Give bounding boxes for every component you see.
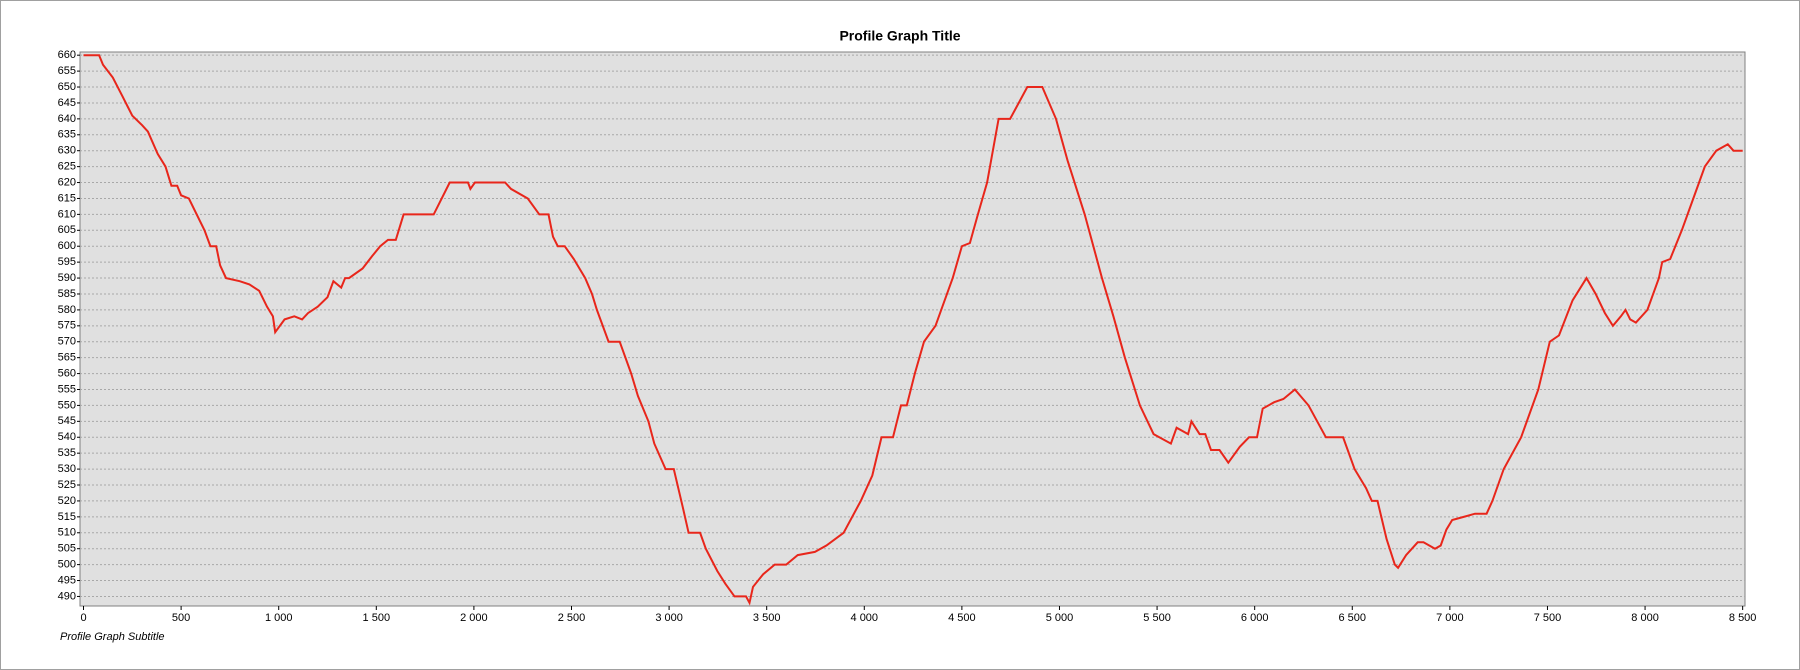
x-tick-label: 500 [172,612,190,624]
y-tick-label: 660 [58,49,76,61]
y-tick-label: 580 [58,304,76,316]
y-tick-label: 610 [58,208,76,220]
x-tick-label: 4 500 [948,612,976,624]
y-tick-label: 625 [58,161,76,173]
y-tick-label: 640 [58,113,76,125]
x-tick-label: 1 500 [363,612,391,624]
y-tick-label: 490 [58,590,76,602]
y-tick-label: 505 [58,543,76,555]
x-tick-label: 5 500 [1143,612,1171,624]
y-tick-label: 585 [58,288,76,300]
x-tick-label: 2 500 [558,612,586,624]
y-tick-label: 565 [58,352,76,364]
x-tick-label: 3 000 [655,612,683,624]
y-tick-label: 560 [58,367,76,379]
profile-line [83,54,1743,606]
x-tick-label: 0 [80,612,86,624]
x-tick-label: 5 000 [1046,612,1074,624]
y-tick-label: 520 [58,495,76,507]
y-tick-label: 540 [58,431,76,443]
x-tick-label: 6 000 [1241,612,1269,624]
y-tick-label: 605 [58,224,76,236]
y-tick-label: 600 [58,240,76,252]
y-tick-label: 555 [58,383,76,395]
x-tick-label: 2 000 [460,612,488,624]
y-tick-label: 620 [58,176,76,188]
x-tick-label: 1 000 [265,612,293,624]
y-tick-label: 645 [58,97,76,109]
y-tick-label: 530 [58,463,76,475]
y-tick-label: 495 [58,574,76,586]
x-tick-label: 8 500 [1729,612,1757,624]
y-tick-label: 515 [58,511,76,523]
y-tick-label: 630 [58,145,76,157]
y-tick-label: 590 [58,272,76,284]
y-tick-label: 655 [58,65,76,77]
plot-area [79,51,1746,607]
x-tick-label: 7 000 [1436,612,1464,624]
y-tick-label: 615 [58,192,76,204]
chart-title: Profile Graph Title [839,28,960,44]
x-tick-label: 8 000 [1631,612,1659,624]
chart-subtitle: Profile Graph Subtitle [60,631,165,643]
y-tick-label: 550 [58,399,76,411]
x-tick-label: 4 000 [851,612,879,624]
y-tick-label: 570 [58,336,76,348]
x-tick-label: 7 500 [1534,612,1562,624]
y-tick-label: 535 [58,447,76,459]
y-tick-label: 510 [58,527,76,539]
y-tick-label: 500 [58,559,76,571]
x-tick-label: 6 500 [1339,612,1367,624]
x-tick-label: 3 500 [753,612,781,624]
y-tick-label: 525 [58,479,76,491]
y-tick-label: 545 [58,415,76,427]
y-tick-label: 650 [58,81,76,93]
y-tick-label: 595 [58,256,76,268]
y-tick-label: 575 [58,320,76,332]
y-tick-label: 635 [58,129,76,141]
